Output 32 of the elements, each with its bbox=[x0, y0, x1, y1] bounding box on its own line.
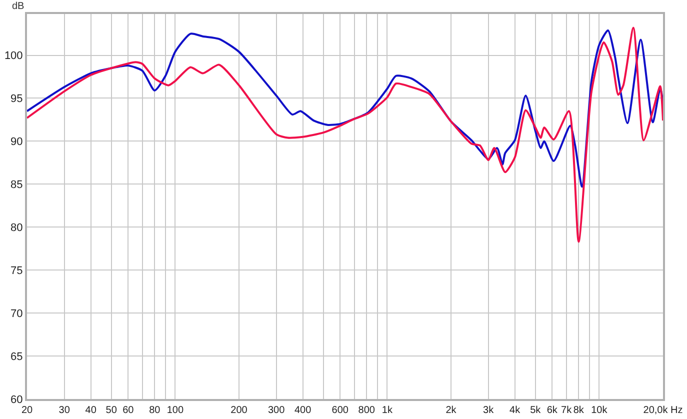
y-tick-label: 90 bbox=[10, 136, 23, 148]
x-tick-label: 300 bbox=[268, 405, 286, 416]
y-tick-label: 75 bbox=[10, 264, 23, 277]
x-tick-label: 60 bbox=[122, 405, 134, 416]
x-tick-label: 20,0k Hz bbox=[643, 405, 683, 416]
y-tick-label: 85 bbox=[10, 179, 23, 192]
x-tick-label: 5k bbox=[530, 405, 542, 416]
x-tick-label: 80 bbox=[149, 405, 161, 416]
y-axis-title: dB bbox=[12, 1, 25, 12]
x-tick-label: 400 bbox=[294, 405, 312, 416]
x-tick-label: 20 bbox=[21, 405, 33, 416]
x-tick-label: 1k bbox=[382, 405, 394, 416]
x-tick-label: 6k bbox=[546, 405, 558, 416]
x-tick-label: 7k bbox=[561, 405, 573, 416]
x-tick-label: 800 bbox=[358, 405, 376, 416]
y-tick-label: 100 bbox=[4, 50, 23, 62]
y-tick-label: 70 bbox=[10, 308, 23, 320]
y-tick-label: 95 bbox=[10, 93, 23, 106]
y-tick-label: 80 bbox=[10, 222, 23, 234]
y-tick-label: 60 bbox=[10, 394, 23, 406]
x-tick-label: 10k bbox=[591, 405, 608, 416]
y-tick-label: 65 bbox=[10, 350, 23, 363]
x-tick-label: 30 bbox=[58, 405, 70, 416]
x-tick-label: 50 bbox=[106, 405, 118, 416]
x-tick-label: 8k bbox=[573, 405, 585, 416]
x-tick-label: 40 bbox=[85, 405, 97, 416]
x-tick-label: 600 bbox=[332, 405, 349, 416]
x-tick-label: 3k bbox=[483, 405, 495, 416]
x-tick-label: 4k bbox=[510, 405, 522, 416]
x-tick-label: 2k bbox=[446, 405, 458, 416]
x-tick-label: 100 bbox=[166, 405, 184, 416]
x-tick-label: 200 bbox=[230, 405, 248, 416]
